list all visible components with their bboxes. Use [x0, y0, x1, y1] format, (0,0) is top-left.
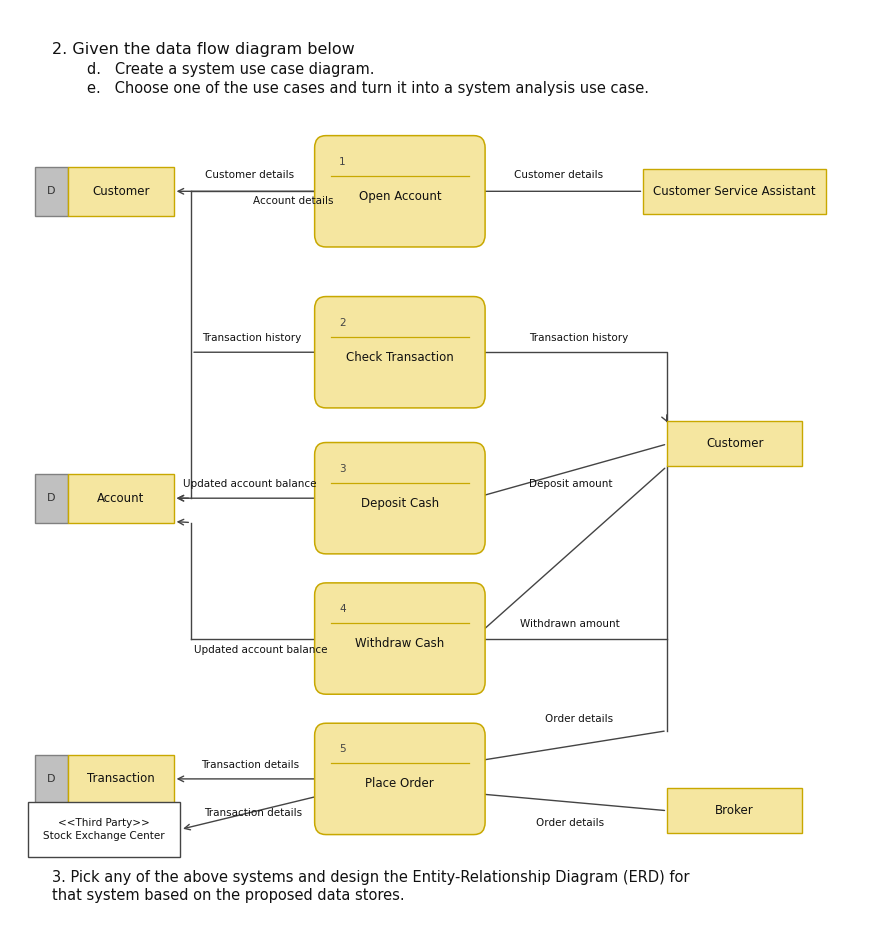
Text: 5: 5 — [339, 744, 346, 754]
Text: Transaction details: Transaction details — [203, 808, 302, 818]
Bar — [34, 754, 68, 803]
Bar — [643, 169, 825, 213]
Text: Transaction history: Transaction history — [529, 333, 628, 343]
Text: 2. Given the data flow diagram below: 2. Given the data flow diagram below — [52, 42, 354, 57]
Text: Open Account: Open Account — [358, 190, 440, 203]
Text: Customer: Customer — [92, 185, 149, 198]
Text: 2: 2 — [339, 317, 346, 328]
FancyBboxPatch shape — [314, 136, 484, 247]
FancyBboxPatch shape — [314, 296, 484, 408]
Bar — [667, 421, 802, 466]
Bar — [68, 167, 174, 215]
Text: Deposit Cash: Deposit Cash — [360, 497, 438, 510]
Text: <<Third Party>>
Stock Exchange Center: <<Third Party>> Stock Exchange Center — [43, 818, 165, 840]
Text: 3: 3 — [339, 464, 346, 474]
FancyBboxPatch shape — [314, 582, 484, 694]
Text: Withdrawn amount: Withdrawn amount — [520, 619, 619, 630]
Text: D: D — [47, 186, 55, 196]
Text: Place Order: Place Order — [365, 778, 434, 790]
Text: D: D — [47, 493, 55, 503]
FancyBboxPatch shape — [314, 723, 484, 834]
Bar — [34, 167, 68, 215]
Text: Withdraw Cash: Withdraw Cash — [355, 637, 444, 650]
Text: Transaction history: Transaction history — [203, 333, 302, 343]
Text: Transaction details: Transaction details — [201, 760, 298, 769]
Text: Order details: Order details — [545, 715, 612, 724]
Bar — [68, 474, 174, 523]
Text: Check Transaction: Check Transaction — [346, 351, 453, 363]
Text: Transaction: Transaction — [87, 772, 154, 785]
Text: 4: 4 — [339, 604, 346, 614]
Text: D: D — [47, 774, 55, 784]
Text: Updated account balance: Updated account balance — [183, 479, 317, 489]
Text: Customer details: Customer details — [513, 170, 602, 180]
Text: Account details: Account details — [253, 196, 333, 206]
Bar — [667, 788, 802, 834]
Text: that system based on the proposed data stores.: that system based on the proposed data s… — [52, 888, 404, 903]
FancyBboxPatch shape — [314, 443, 484, 554]
Text: Broker: Broker — [715, 804, 753, 818]
Text: Updated account balance: Updated account balance — [194, 645, 327, 655]
Text: Order details: Order details — [536, 818, 604, 828]
Text: d.   Create a system use case diagram.: d. Create a system use case diagram. — [87, 62, 374, 77]
Text: Deposit amount: Deposit amount — [528, 479, 611, 489]
Text: Customer: Customer — [705, 437, 763, 450]
Bar — [68, 754, 174, 803]
Text: 3. Pick any of the above systems and design the Entity-Relationship Diagram (ERD: 3. Pick any of the above systems and des… — [52, 869, 688, 885]
Text: Customer details: Customer details — [205, 170, 294, 180]
Text: 1: 1 — [339, 157, 346, 167]
Bar — [28, 802, 180, 856]
Text: Account: Account — [97, 492, 145, 505]
Bar — [34, 474, 68, 523]
Text: Customer Service Assistant: Customer Service Assistant — [652, 185, 815, 198]
Text: e.   Choose one of the use cases and turn it into a system analysis use case.: e. Choose one of the use cases and turn … — [87, 81, 648, 96]
